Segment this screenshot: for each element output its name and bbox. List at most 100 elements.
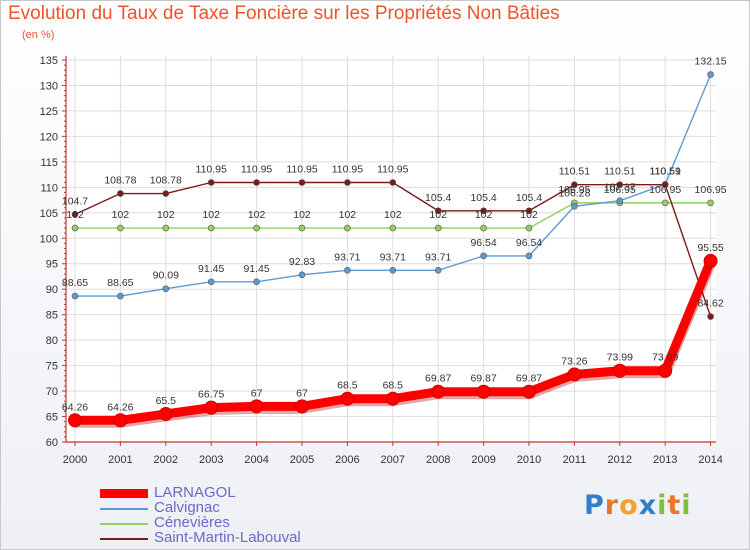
y-tick-label: 65 [46, 412, 58, 424]
data-label: 132.15 [695, 56, 727, 68]
x-tick-label: 2007 [381, 454, 405, 466]
data-point [571, 202, 578, 210]
data-label: 102 [293, 209, 311, 221]
grid [66, 56, 716, 443]
data-label: 88.65 [107, 277, 133, 289]
data-label: 106.95 [649, 184, 681, 196]
data-point [68, 413, 82, 428]
data-point [480, 252, 487, 260]
logo-letter: x [638, 490, 658, 521]
y-tick-label: 125 [40, 106, 58, 118]
data-point [434, 267, 442, 274]
data-label: 64.26 [107, 401, 133, 413]
data-point [298, 271, 306, 279]
data-label: 96.54 [516, 237, 542, 249]
y-tick-label: 75 [46, 361, 58, 373]
data-label: 106.28 [558, 187, 590, 199]
data-label: 106.95 [558, 184, 590, 196]
data-point [525, 207, 533, 215]
logo-letter: o [619, 490, 639, 521]
chart-title: Evolution du Taux de Taxe Foncière sur l… [8, 3, 560, 24]
data-label: 64.26 [62, 401, 88, 413]
y-tick-label: 70 [46, 386, 58, 398]
y-tick-label: 100 [40, 233, 58, 245]
data-label: 102 [520, 209, 538, 221]
data-label: 90.09 [153, 270, 179, 282]
data-point [434, 224, 442, 232]
data-label: 73.99 [652, 352, 678, 364]
data-point [253, 224, 260, 232]
data-label: 110.95 [286, 163, 317, 175]
data-label: 91.45 [243, 263, 269, 275]
data-label: 102 [339, 209, 357, 221]
data-point [616, 181, 624, 189]
data-point [71, 211, 79, 218]
data-point [298, 224, 306, 232]
data-point [162, 224, 170, 232]
data-label: 69.87 [425, 373, 451, 385]
data-label: 110.51 [604, 166, 635, 178]
data-label: 93.71 [380, 251, 406, 263]
proxiti-logo: Proxiti [584, 490, 692, 521]
y-tick-label: 135 [40, 55, 58, 67]
data-point [253, 179, 260, 186]
data-label: 65.5 [156, 395, 177, 407]
data-point [207, 278, 215, 286]
data-point [71, 224, 79, 232]
y-unit-label: (en %) [22, 29, 55, 41]
data-point [204, 400, 219, 415]
x-tick-label: 2011 [563, 454, 587, 466]
x-tick-label: 2000 [63, 454, 87, 466]
data-label: 110.51 [559, 166, 590, 178]
data-point [162, 285, 170, 293]
data-label: 102 [202, 209, 220, 221]
data-point [431, 384, 446, 399]
x-tick-label: 2002 [154, 454, 178, 466]
x-tick-label: 2010 [517, 454, 541, 466]
data-label: 110.95 [377, 163, 408, 175]
x-tick-label: 2004 [244, 454, 268, 466]
data-label: 105.4 [470, 192, 496, 204]
data-label: 73.26 [561, 355, 587, 367]
legend-swatch [100, 523, 148, 525]
data-point [385, 391, 400, 406]
data-label: 93.71 [425, 251, 451, 263]
data-label: 73.99 [607, 352, 633, 364]
data-point [389, 224, 397, 232]
data-label: 108.78 [150, 175, 182, 187]
y-tick-label: 130 [40, 80, 58, 92]
data-label: 95.55 [697, 242, 723, 254]
data-point [522, 384, 536, 399]
data-point [612, 363, 627, 378]
logo-letter: r [604, 490, 620, 521]
x-tick-label: 2005 [290, 454, 314, 466]
data-label: 102 [66, 209, 84, 221]
y-tick-label: 105 [40, 208, 58, 220]
data-label: 106.95 [604, 184, 636, 196]
data-point [480, 207, 487, 215]
data-label: 102 [157, 209, 175, 221]
y-tick-label: 120 [40, 131, 58, 143]
data-point [480, 224, 487, 232]
data-label: 110.51 [650, 166, 681, 178]
x-tick-label: 2008 [426, 454, 450, 466]
data-point [340, 391, 355, 406]
data-point [707, 313, 714, 320]
y-tick-label: 95 [46, 259, 58, 271]
legend-swatch [100, 508, 148, 510]
data-label: 66.75 [198, 389, 224, 401]
legend-swatch [100, 489, 148, 498]
data-point [707, 199, 714, 207]
legend-label: Saint-Martin-Labouval [154, 529, 301, 546]
x-tick-label: 2009 [471, 454, 495, 466]
data-label: 110.95 [241, 163, 272, 175]
data-point [525, 224, 533, 232]
data-label: 67 [296, 387, 308, 399]
data-point [249, 399, 264, 414]
data-label: 93.71 [334, 251, 360, 263]
data-label: 69.87 [516, 373, 542, 385]
y-tick-label: 80 [46, 335, 58, 347]
y-tick-label: 115 [40, 157, 58, 169]
data-label: 102 [429, 209, 447, 221]
y-tick-label: 90 [46, 284, 58, 296]
